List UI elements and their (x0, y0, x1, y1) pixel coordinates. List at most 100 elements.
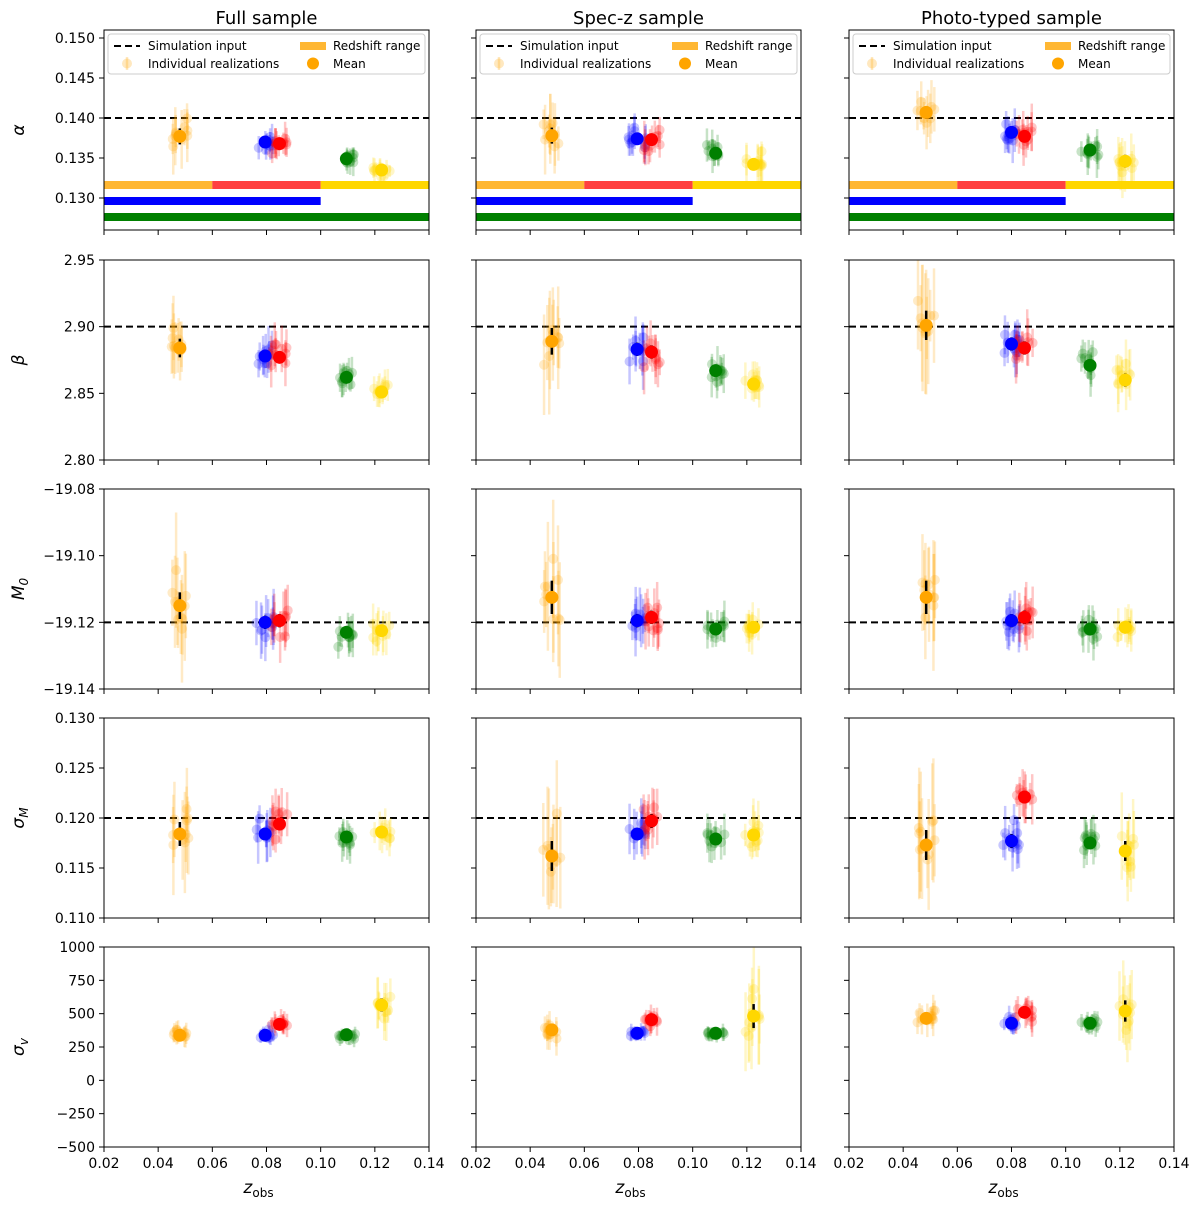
mean-point-red (273, 350, 286, 364)
realization-point (266, 340, 277, 351)
realization-point (333, 641, 344, 652)
y-axis-label-β: β (9, 354, 29, 366)
realization-point (1026, 122, 1037, 133)
redshift-range-bar-green (476, 213, 801, 221)
panel-plot-area (476, 286, 801, 416)
realization-point (638, 145, 649, 156)
column-title-specz: Spec-z sample (573, 8, 704, 29)
redshift-range-bar-orange (476, 181, 585, 189)
legend-simulation-input: Simulation input (148, 39, 247, 53)
realization-point (169, 814, 180, 825)
legend-individual-realizations: Individual realizations (148, 57, 279, 71)
realization-point (1077, 348, 1088, 359)
mean-point-blue (1005, 1016, 1018, 1030)
mean-point-orange (919, 105, 933, 119)
mean-point-green (339, 830, 353, 844)
mean-point-gold (747, 377, 761, 391)
panel-plot-area (912, 960, 1137, 1063)
realization-point (1122, 862, 1133, 873)
mean-point-green (1083, 836, 1097, 850)
panel-α-0: 0.130 0.135 0.140 0.145 0.150 α Simulation inp… (9, 29, 430, 235)
realization-point (269, 339, 280, 350)
mean-point-blue (258, 135, 272, 149)
x-tick-label: 0.08 (251, 1156, 282, 1172)
realization-point (275, 631, 286, 642)
y-tick-label: 750 (68, 973, 95, 989)
mean-point-orange (173, 827, 187, 841)
realization-point (182, 813, 193, 824)
mean-point-blue (258, 827, 272, 841)
x-tick-label: 0.12 (359, 1156, 390, 1172)
y-tick-label: 2.85 (64, 386, 95, 402)
panel-plot-area (539, 947, 765, 1072)
realization-point (929, 310, 940, 321)
realization-point (913, 822, 924, 833)
mean-point-orange (173, 1028, 187, 1042)
y-axis-label-α: α (9, 124, 29, 135)
mean-point-green (339, 625, 353, 639)
realization-point (921, 117, 932, 128)
y-tick-label: 0.115 (55, 861, 95, 877)
legend-realization-icon (494, 58, 504, 69)
realization-point (548, 553, 559, 564)
column-titles: Full sample Spec-z sample Photo-typed sa… (216, 8, 1102, 29)
mean-point-blue (258, 349, 272, 363)
x-tick-label: 0.10 (1050, 1156, 1081, 1172)
realization-point (549, 141, 560, 152)
realization-point (553, 613, 564, 624)
realization-point (636, 818, 647, 829)
realization-point (652, 602, 663, 613)
realization-point (282, 809, 293, 820)
realization-point (639, 142, 650, 153)
legend-range-icon (300, 42, 326, 50)
x-tick-label: 0.06 (197, 1156, 228, 1172)
realization-point (385, 991, 396, 1002)
x-axis-label-main: z (614, 1178, 625, 1198)
realization-point (1125, 856, 1136, 867)
panel-plot-area (104, 767, 429, 896)
redshift-range-bar-red (212, 181, 321, 189)
mean-point-green (1083, 622, 1097, 636)
legend-mean: Mean (1078, 57, 1111, 71)
realization-point (253, 358, 264, 369)
realization-point (1121, 1025, 1132, 1036)
mean-point-red (273, 614, 286, 628)
mean-point-red (1018, 610, 1031, 624)
realization-point (710, 632, 721, 643)
realization-point (384, 833, 395, 844)
mean-point-red (1018, 1005, 1031, 1019)
mean-point-gold (747, 1009, 761, 1023)
legend-mean-icon (307, 57, 319, 70)
mean-point-red (1018, 341, 1031, 355)
x-tick-label: 0.02 (88, 1156, 119, 1172)
mean-point-green (709, 622, 723, 636)
realization-point (542, 840, 553, 851)
realization-point (270, 806, 281, 817)
realization-point (707, 139, 718, 150)
mean-point-gold (747, 157, 761, 171)
realization-point (929, 574, 940, 585)
y-tick-label: −19.14 (43, 682, 95, 698)
realization-point (652, 623, 663, 634)
realization-point (649, 802, 660, 813)
realization-point (743, 1031, 754, 1042)
realization-point (746, 841, 757, 852)
realization-point (915, 826, 926, 837)
realization-point (1085, 370, 1096, 381)
panel-plot-area (849, 758, 1174, 910)
mean-point-blue (1005, 834, 1018, 848)
mean-point-orange (173, 341, 187, 355)
realization-point (180, 590, 191, 601)
realization-point (916, 96, 927, 107)
panel-β-0: 2.80 2.85 2.90 2.95 β (9, 253, 430, 469)
y-tick-label: 0.130 (55, 191, 95, 207)
x-tick-label: 0.10 (677, 1156, 708, 1172)
realization-point (371, 636, 382, 647)
realization-point (1012, 844, 1023, 855)
panel-plot-area (849, 260, 1174, 413)
realization-point (638, 804, 649, 815)
realization-point (1001, 118, 1012, 129)
mean-point-orange (173, 129, 187, 143)
y-axis-label-main: σ (9, 1044, 29, 1056)
column-title-photo: Photo-typed sample (921, 8, 1102, 29)
